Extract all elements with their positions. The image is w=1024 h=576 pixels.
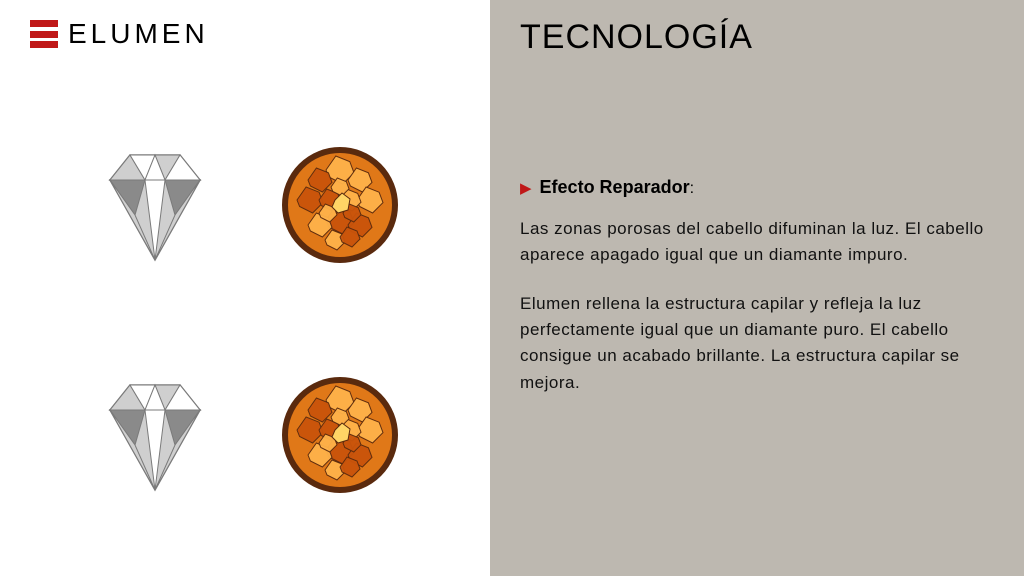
logo-bar	[30, 31, 58, 38]
logo-text: ELUMEN	[68, 18, 209, 50]
bullet-text: Efecto Reparador:	[540, 177, 695, 198]
body-text: Las zonas porosas del cabello difuminan …	[520, 216, 984, 396]
bullet-colon: :	[690, 180, 694, 197]
logo-bar	[30, 41, 58, 48]
diamond-icon	[80, 145, 230, 270]
logo-mark-icon	[30, 20, 58, 48]
paragraph: Las zonas porosas del cabello difuminan …	[520, 216, 984, 269]
brand-logo: ELUMEN	[30, 18, 209, 50]
bullet-row: ▶ Efecto Reparador:	[520, 177, 984, 198]
comparison-grid	[70, 120, 410, 525]
panel-right: TECNOLOGÍA ▶ Efecto Reparador: Las zonas…	[490, 0, 1024, 576]
panel-left: ELUMEN	[0, 0, 490, 576]
slide: ELUMEN	[0, 0, 1024, 576]
logo-bar	[30, 20, 58, 27]
hair-cross-section-icon	[280, 145, 400, 270]
arrow-icon: ▶	[520, 179, 532, 197]
diamond-icon	[80, 375, 230, 500]
section-heading: TECNOLOGÍA	[520, 18, 984, 57]
bullet-label: Efecto Reparador	[540, 177, 690, 197]
paragraph: Elumen rellena la estructura capilar y r…	[520, 291, 984, 396]
hair-cross-section-icon	[280, 375, 400, 500]
